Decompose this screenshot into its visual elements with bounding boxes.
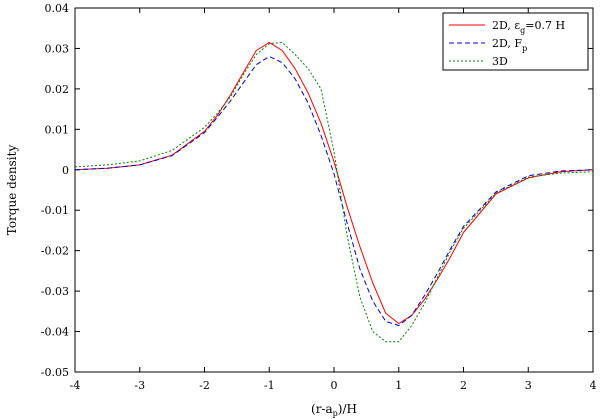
- series-line-1: [74, 41, 594, 324]
- x-axis-label-sub: p: [333, 409, 338, 418]
- y-tick-label: -0.03: [41, 285, 69, 298]
- x-tick-label: -4: [70, 379, 81, 392]
- legend-label-sub: p: [522, 44, 527, 53]
- legend-label-2: 2D, Fp: [492, 37, 527, 53]
- y-tick-label: 0.03: [45, 42, 70, 55]
- x-tick-label: 2: [460, 379, 467, 392]
- legend-label-tail: =0.7 H: [525, 19, 565, 32]
- legend-box: [442, 12, 589, 71]
- x-tick-label: -1: [264, 379, 275, 392]
- axis-tick-labels: -4 -3 -2 -1 0 1 2 3 4 -0.05 -0.04 -0.03 -0.02 -0.01 0 0…: [41, 2, 597, 392]
- y-axis-label: Torque density: [5, 145, 19, 236]
- y-tick-label: -0.04: [41, 326, 69, 339]
- x-tick-label: 1: [395, 379, 402, 392]
- y-tick-label: -0.05: [41, 366, 69, 379]
- x-axis-label-tail: )/H: [338, 402, 357, 416]
- y-tick-label: -0.01: [41, 204, 69, 217]
- series-line-2: [74, 56, 594, 326]
- legend-label-main: 2D, ε: [492, 19, 520, 32]
- legend-label-main: 2D, F: [492, 37, 522, 50]
- y-tick-label: 0.04: [45, 2, 70, 15]
- y-tick-label: -0.02: [41, 245, 69, 258]
- series-line-3: [74, 41, 594, 343]
- legend-label-3: 3D: [492, 55, 508, 68]
- x-tick-label: 4: [590, 379, 597, 392]
- x-axis-label: (r-ap)/H: [311, 402, 357, 418]
- axis-ticks: [74, 7, 594, 373]
- legend-label-main: 3D: [492, 55, 508, 68]
- x-tick-label: 3: [525, 379, 532, 392]
- x-tick-label: -3: [134, 379, 145, 392]
- y-tick-label: 0.02: [45, 83, 70, 96]
- series-layer: [74, 41, 594, 343]
- x-axis-label-main: (r-a: [311, 402, 333, 416]
- y-tick-label: 0: [62, 164, 69, 177]
- legend-label-sub: g: [520, 26, 525, 35]
- x-tick-label: -2: [199, 379, 210, 392]
- y-tick-label: 0.01: [45, 123, 70, 136]
- x-tick-label: 0: [331, 379, 338, 392]
- legend-label-1: 2D, εg=0.7 H: [492, 19, 565, 35]
